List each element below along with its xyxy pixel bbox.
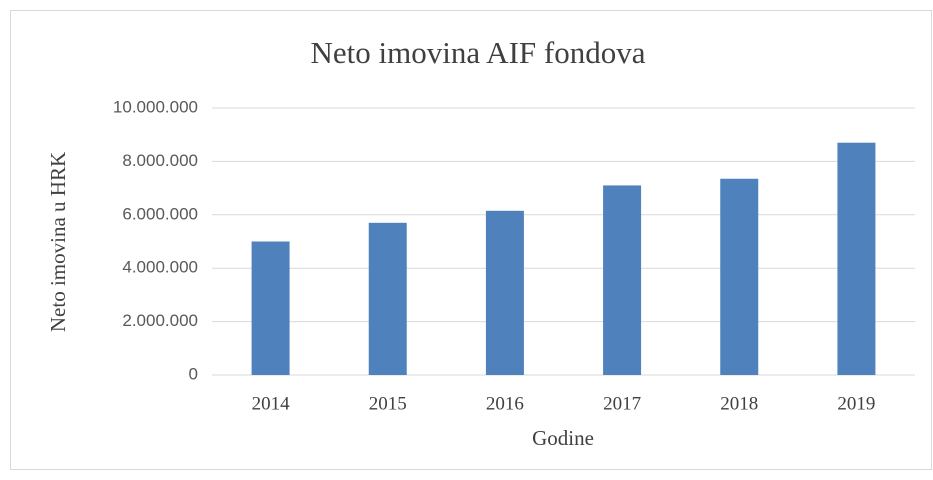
chart-title: Neto imovina AIF fondova: [311, 35, 646, 70]
x-tick-label: 2019: [837, 393, 875, 414]
y-axis-title: Neto imovina u HRK: [46, 152, 70, 332]
y-tick-label: 2.000.000: [122, 311, 198, 330]
y-tick-label: 10.000.000: [113, 97, 198, 116]
y-tick-label: 6.000.000: [122, 204, 198, 223]
y-tick-label: 4.000.000: [122, 258, 198, 277]
bar: [720, 178, 759, 375]
y-tick-label: 8.000.000: [122, 151, 198, 170]
x-tick-label: 2017: [603, 393, 641, 414]
x-tick-label: 2018: [720, 393, 758, 414]
chart-border: [10, 10, 932, 470]
x-axis-title: Godine: [532, 426, 594, 450]
x-tick-label: 2014: [252, 393, 291, 414]
bar: [368, 222, 407, 375]
bar: [837, 142, 876, 375]
x-tick-label: 2015: [369, 393, 407, 414]
bar: [251, 241, 290, 375]
bar: [485, 210, 524, 375]
x-tick-label: 2016: [486, 393, 524, 414]
bar: [603, 185, 642, 375]
y-tick-label: 0: [189, 364, 198, 383]
